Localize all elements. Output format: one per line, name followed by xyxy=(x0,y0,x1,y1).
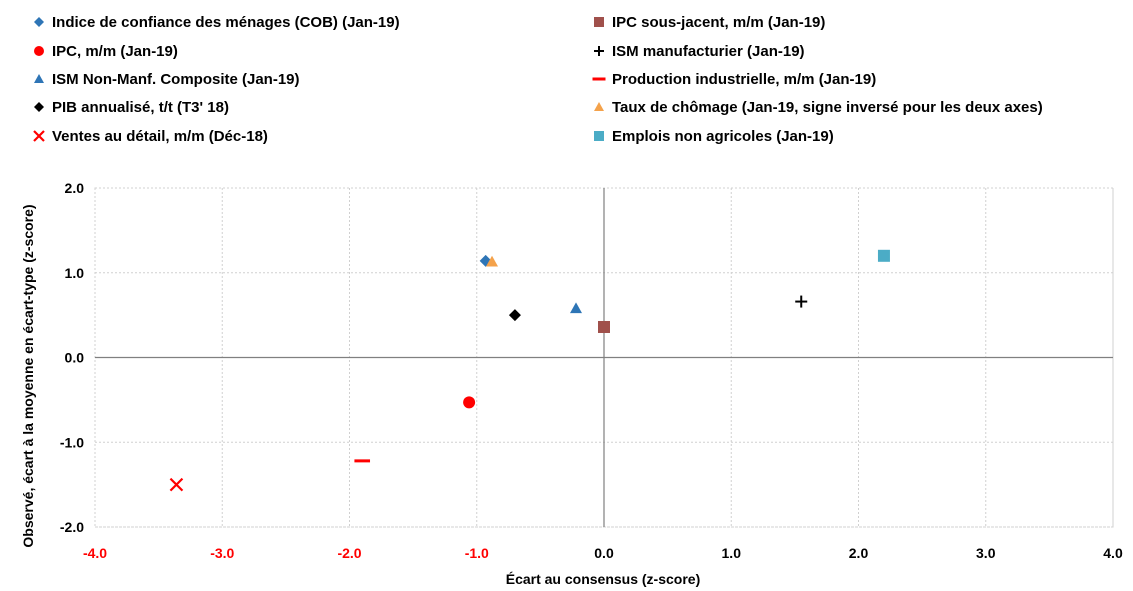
data-point xyxy=(463,396,476,409)
y-tick-label: 1.0 xyxy=(65,265,85,281)
legend-label: ISM manufacturier (Jan-19) xyxy=(612,43,805,60)
y-tick-label: 0.0 xyxy=(65,350,85,366)
legend-marker xyxy=(594,17,604,27)
legend-label: IPC, m/m (Jan-19) xyxy=(52,43,178,60)
legend-item: Taux de chômage (Jan-19, signe inversé p… xyxy=(594,99,1043,116)
data-point xyxy=(877,249,890,262)
legend-marker xyxy=(594,131,604,141)
x-tick-label: 3.0 xyxy=(976,545,996,561)
legend-marker xyxy=(34,102,44,112)
x-tick-label: 0.0 xyxy=(594,545,614,561)
legend-marker xyxy=(34,46,44,56)
legend-marker xyxy=(34,74,44,83)
legend-label: Emplois non agricoles (Jan-19) xyxy=(612,128,834,145)
x-tick-label: -2.0 xyxy=(337,545,361,561)
legend-item: PIB annualisé, t/t (T3' 18) xyxy=(34,99,229,116)
tick-labels: -4.0 -3.0 -2.0 -1.0 0.0 1.0 2.0 3.0 4.0 2.0 1.0 0.0… xyxy=(60,180,1123,561)
x-tick-label: 1.0 xyxy=(722,545,742,561)
legend-item: Production industrielle, m/m (Jan-19) xyxy=(592,71,876,88)
x-tick-label: 4.0 xyxy=(1103,545,1123,561)
legend-label: Indice de confiance des ménages (COB) (J… xyxy=(52,14,400,31)
legend-label: Production industrielle, m/m (Jan-19) xyxy=(612,71,876,88)
data-point xyxy=(486,255,499,267)
data-point xyxy=(795,295,808,308)
data-point xyxy=(169,477,184,492)
legend-marker xyxy=(594,102,604,111)
legend-label: Ventes au détail, m/m (Déc-18) xyxy=(52,128,268,145)
x-tick-label: -3.0 xyxy=(210,545,234,561)
y-tick-label: -1.0 xyxy=(60,434,84,450)
axes xyxy=(95,188,1113,527)
x-tick-label: -1.0 xyxy=(465,545,489,561)
x-tick-label: -4.0 xyxy=(83,545,107,561)
legend-label: Taux de chômage (Jan-19, signe inversé p… xyxy=(612,99,1043,116)
legend-label: ISM Non-Manf. Composite (Jan-19) xyxy=(52,71,300,88)
data-points xyxy=(169,249,890,492)
legend-label: PIB annualisé, t/t (T3' 18) xyxy=(52,99,229,116)
legend-item: Indice de confiance des ménages (COB) (J… xyxy=(34,14,400,31)
y-tick-label: -2.0 xyxy=(60,519,84,535)
legend-item: ISM Non-Manf. Composite (Jan-19) xyxy=(34,71,300,88)
data-point xyxy=(598,320,610,333)
y-axis-title: Observé, écart à la moyenne en écart-typ… xyxy=(20,204,36,547)
legend: Indice de confiance des ménages (COB) (J… xyxy=(33,14,1043,145)
legend-marker xyxy=(34,17,44,27)
x-tick-label: 2.0 xyxy=(849,545,869,561)
data-point xyxy=(508,309,521,322)
legend-marker xyxy=(594,46,604,56)
legend-item: Emplois non agricoles (Jan-19) xyxy=(594,128,834,145)
legend-item: ISM manufacturier (Jan-19) xyxy=(594,43,805,60)
legend-item: IPC sous-jacent, m/m (Jan-19) xyxy=(594,14,825,31)
legend-item: Ventes au détail, m/m (Déc-18) xyxy=(33,128,268,145)
data-point xyxy=(570,302,583,314)
legend-marker xyxy=(33,130,45,142)
legend-item: IPC, m/m (Jan-19) xyxy=(34,43,178,60)
x-axis-title: Écart au consensus (z-score) xyxy=(506,571,701,587)
y-tick-label: 2.0 xyxy=(65,180,85,196)
legend-label: IPC sous-jacent, m/m (Jan-19) xyxy=(612,14,825,31)
